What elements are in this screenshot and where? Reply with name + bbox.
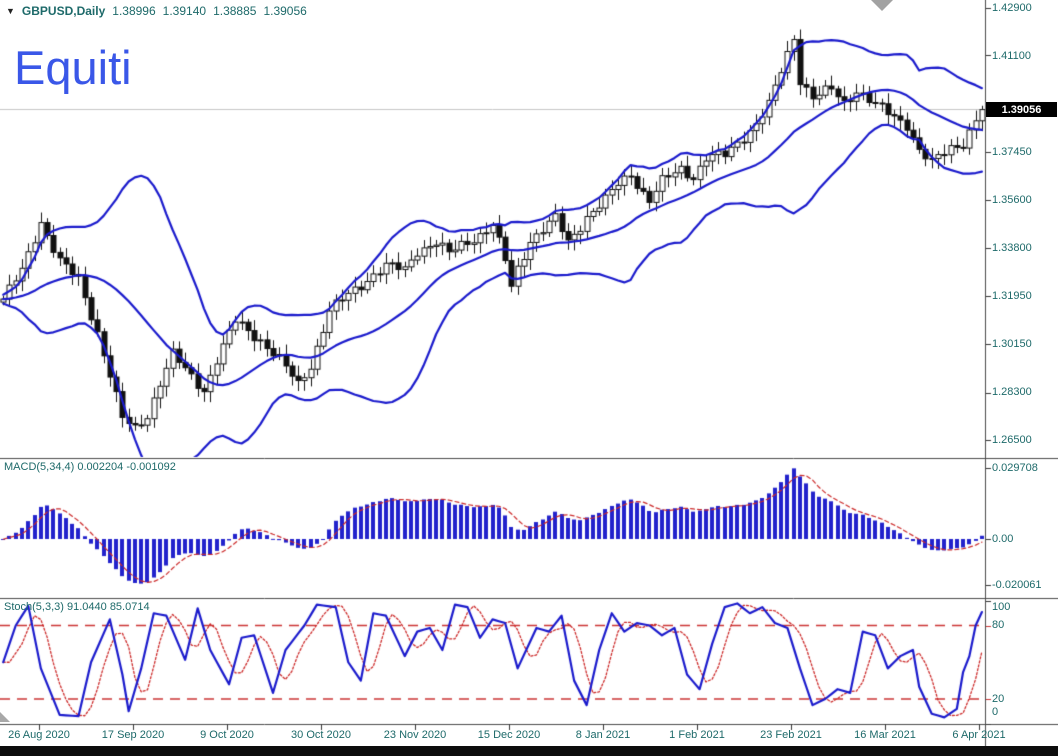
macd-tick: 0.00: [992, 533, 1014, 545]
symbol-title: GBPUSD,Daily: [21, 4, 106, 18]
macd-main-value: 0.002204: [77, 461, 124, 473]
scroll-position-icon: [871, 0, 893, 11]
ohlc-close: 1.39056: [263, 4, 307, 18]
price-tick: 1.26500: [992, 434, 1032, 446]
macd-indicator-label: MACD(5,34,4) 0.002204 -0.001092: [4, 461, 176, 473]
date-tick: 9 Oct 2020: [200, 729, 254, 741]
price-tick: 1.35600: [992, 194, 1032, 206]
date-tick: 15 Dec 2020: [477, 729, 541, 741]
chart-header: ▼ GBPUSD,Daily 1.38996 1.39140 1.38885 1…: [6, 4, 307, 18]
ohlc-open: 1.38996: [112, 4, 156, 18]
panel-grip-icon[interactable]: [0, 712, 10, 722]
broker-watermark: Equiti: [14, 41, 132, 94]
date-tick: 17 Sep 2020: [101, 729, 165, 741]
date-tick: 16 Mar 2021: [854, 729, 916, 741]
stoch-signal-value: 85.0714: [109, 601, 150, 613]
macd-signal-value: -0.001092: [126, 461, 176, 473]
macd-name: MACD(5,34,4): [4, 461, 75, 473]
current-price-marker: 1.39056: [986, 102, 1057, 117]
price-tick: 1.33800: [992, 242, 1032, 254]
ohlc-low: 1.38885: [213, 4, 257, 18]
stoch-tick: 80: [992, 619, 1005, 631]
date-tick: 23 Feb 2021: [760, 729, 822, 741]
stoch-tick: 20: [992, 693, 1005, 705]
date-tick: 23 Nov 2020: [383, 729, 447, 741]
symbol-dropdown-icon[interactable]: ▼: [6, 6, 15, 16]
date-tick: 8 Jan 2021: [575, 729, 631, 741]
ohlc-high: 1.39140: [162, 4, 207, 18]
macd-tick: 0.029708: [992, 462, 1038, 474]
price-tick: 1.28300: [992, 386, 1032, 398]
price-tick: 1.37450: [992, 146, 1032, 158]
price-tick: 1.31950: [992, 290, 1032, 302]
date-tick: 30 Oct 2020: [291, 729, 351, 741]
date-tick: 1 Feb 2021: [669, 729, 725, 741]
price-tick: 1.41100: [992, 50, 1031, 62]
price-tick: 1.42900: [992, 2, 1032, 14]
stoch-main-value: 91.0440: [66, 601, 107, 613]
stoch-name: Stoch(5,3,3): [4, 601, 64, 613]
stoch-tick: 0: [992, 706, 999, 718]
date-tick: 26 Aug 2020: [8, 729, 70, 741]
stoch-tick: 100: [992, 601, 1011, 613]
macd-tick: -0.020061: [992, 579, 1042, 591]
date-tick: 6 Apr 2021: [952, 729, 1006, 741]
bottom-bar: [0, 746, 1058, 756]
stoch-indicator-label: Stoch(5,3,3) 91.0440 85.0714: [4, 601, 150, 613]
price-tick: 1.30150: [992, 338, 1032, 350]
